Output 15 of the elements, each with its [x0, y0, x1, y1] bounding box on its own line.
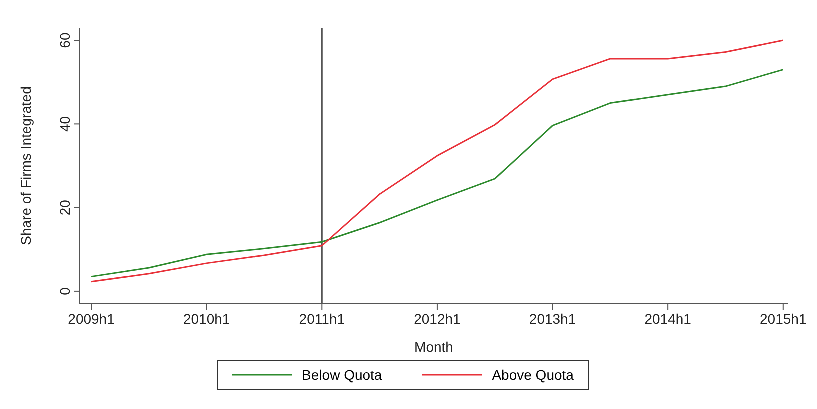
x-tick-label: 2014h1	[644, 311, 692, 327]
x-tick-label: 2013h1	[529, 311, 576, 327]
x-axis-title: Month	[414, 339, 454, 355]
y-tick-label: 20	[57, 200, 73, 216]
x-tick-label: 2009h1	[68, 311, 116, 327]
x-tick-label: 2012h1	[414, 311, 462, 327]
x-tick-label: 2015h1	[760, 311, 807, 327]
y-tick-label: 40	[57, 116, 73, 132]
y-axis-title: Share of Firms Integrated	[18, 86, 34, 246]
y-tick-label: 60	[57, 32, 73, 48]
x-tick-label: 2010h1	[183, 311, 230, 327]
legend-label: Above Quota	[491, 367, 574, 383]
x-tick-label: 2011h1	[299, 311, 346, 327]
y-tick-label: 0	[57, 287, 73, 296]
legend-label: Below Quota	[301, 367, 382, 383]
